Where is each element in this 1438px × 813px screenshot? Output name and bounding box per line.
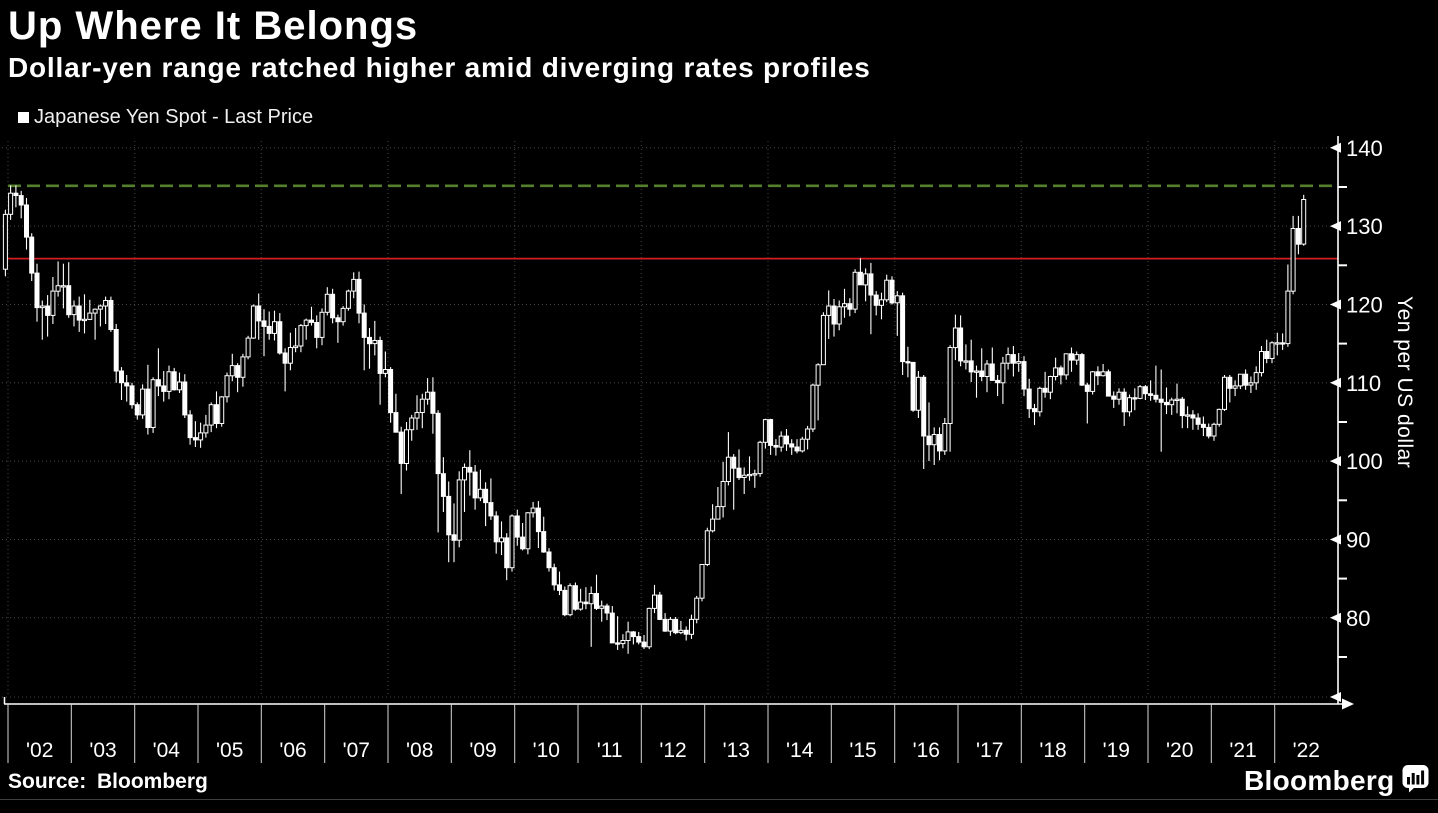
svg-text:'21: '21	[1229, 739, 1256, 762]
svg-text:'06: '06	[279, 739, 306, 762]
svg-text:'19: '19	[1103, 739, 1130, 762]
bloomberg-wordmark: Bloomberg	[1244, 765, 1395, 796]
svg-text:'12: '12	[659, 739, 686, 762]
svg-text:'22: '22	[1293, 739, 1320, 762]
source-note: Source: Bloomberg	[8, 770, 208, 793]
svg-text:'17: '17	[976, 739, 1003, 762]
svg-text:'15: '15	[849, 739, 876, 762]
footer-divider	[0, 799, 1438, 800]
svg-text:'11: '11	[597, 739, 623, 762]
legend-swatch-square-icon	[18, 112, 29, 123]
svg-text:'03: '03	[89, 739, 116, 762]
legend: Japanese Yen Spot - Last Price	[18, 106, 313, 129]
svg-text:'07: '07	[343, 739, 370, 762]
svg-text:'16: '16	[913, 739, 940, 762]
svg-text:'18: '18	[1039, 739, 1066, 762]
bloomberg-brand: Bloomberg	[1244, 764, 1429, 798]
page-title: Up Where It Belongs	[8, 4, 419, 48]
svg-text:'05: '05	[216, 739, 243, 762]
svg-text:130: 130	[1346, 214, 1383, 239]
page-subtitle: Dollar-yen range ratched higher amid div…	[8, 52, 871, 83]
svg-text:'09: '09	[469, 739, 496, 762]
svg-text:'20: '20	[1166, 739, 1193, 762]
svg-text:80: 80	[1346, 606, 1370, 631]
svg-text:140: 140	[1346, 136, 1383, 161]
svg-text:100: 100	[1346, 449, 1383, 474]
svg-text:'10: '10	[533, 739, 560, 762]
legend-label: Japanese Yen Spot - Last Price	[34, 106, 314, 128]
svg-text:'08: '08	[406, 739, 433, 762]
svg-text:120: 120	[1346, 293, 1383, 318]
svg-text:110: 110	[1346, 371, 1381, 396]
svg-text:90: 90	[1346, 528, 1370, 553]
svg-text:'13: '13	[723, 739, 750, 762]
svg-text:'02: '02	[26, 739, 53, 762]
svg-text:'04: '04	[153, 739, 181, 762]
svg-text:'14: '14	[786, 739, 814, 762]
y-axis-title: Yen per US dollar	[1393, 296, 1416, 469]
bloomberg-logo-icon	[1402, 764, 1429, 798]
